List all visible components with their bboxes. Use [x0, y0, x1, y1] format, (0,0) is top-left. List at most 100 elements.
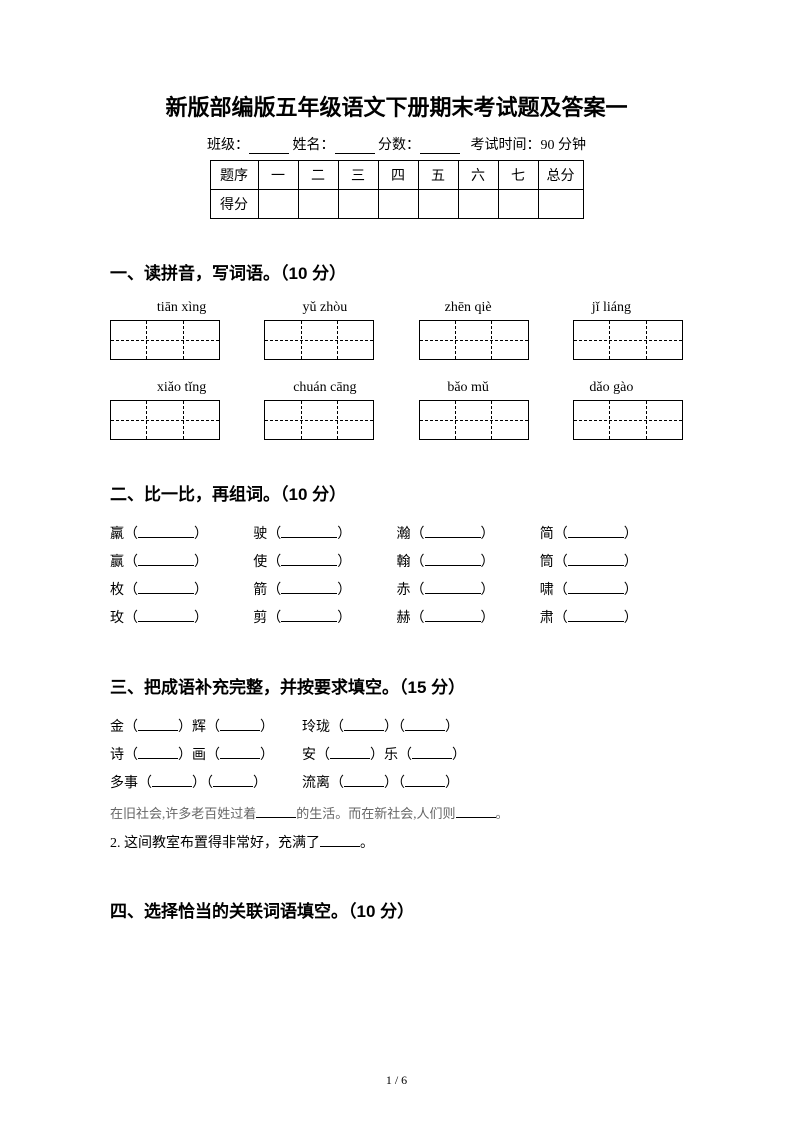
blank[interactable]: [138, 552, 194, 566]
char: 赤: [397, 583, 411, 598]
pinyin-label: dǎo gào: [540, 380, 683, 396]
blank[interactable]: [138, 745, 178, 759]
char: 筒: [540, 555, 554, 570]
section-4-title: 四、选择恰当的关联词语填空。（10 分）: [110, 897, 683, 922]
col-4: 四: [378, 161, 418, 190]
row1-label: 题序: [210, 161, 258, 190]
blank[interactable]: [138, 608, 194, 622]
char: 驶: [253, 527, 267, 542]
char-box[interactable]: [419, 320, 529, 360]
score-cell[interactable]: [298, 190, 338, 219]
char: 箭: [253, 583, 267, 598]
score-cell[interactable]: [378, 190, 418, 219]
blank[interactable]: [281, 524, 337, 538]
blank[interactable]: [344, 773, 384, 787]
pinyin-row-1: tiān xìng yǔ zhòu zhēn qiè jǐ liáng: [110, 300, 683, 316]
score-cell[interactable]: [538, 190, 583, 219]
blank[interactable]: [138, 524, 194, 538]
blank[interactable]: [281, 608, 337, 622]
blank[interactable]: [456, 804, 496, 818]
blank[interactable]: [320, 833, 360, 847]
blank[interactable]: [425, 608, 481, 622]
class-blank[interactable]: [249, 138, 289, 154]
compare-row: 羸（） 驶（） 瀚（） 简（）: [110, 521, 683, 549]
blank[interactable]: [568, 608, 624, 622]
section-2-title: 二、比一比，再组词。（10 分）: [110, 480, 683, 505]
blank[interactable]: [220, 717, 260, 731]
col-7: 七: [498, 161, 538, 190]
name-blank[interactable]: [335, 138, 375, 154]
compare-row: 赢（） 使（） 翰（） 筒（）: [110, 549, 683, 577]
pinyin-label: chuán cāng: [253, 380, 396, 396]
blank[interactable]: [412, 745, 452, 759]
char: 肃: [540, 611, 554, 626]
blank[interactable]: [344, 717, 384, 731]
col-2: 二: [298, 161, 338, 190]
char: 啸: [540, 583, 554, 598]
blank[interactable]: [425, 524, 481, 538]
char-box[interactable]: [573, 320, 683, 360]
section-3-title: 三、把成语补充完整，并按要求填空。（15 分）: [110, 673, 683, 698]
char-box[interactable]: [110, 400, 220, 440]
section-3: 三、把成语补充完整，并按要求填空。（15 分） 金（）辉（） 玲珑（）（） 诗（…: [110, 673, 683, 857]
compare-row: 枚（） 箭（） 赤（） 啸（）: [110, 577, 683, 605]
blank[interactable]: [152, 773, 192, 787]
table-row: 得分: [210, 190, 583, 219]
blank[interactable]: [138, 717, 178, 731]
score-cell[interactable]: [498, 190, 538, 219]
char: 赫: [397, 611, 411, 626]
char: 剪: [253, 611, 267, 626]
blank[interactable]: [213, 773, 253, 787]
blank[interactable]: [138, 580, 194, 594]
blank[interactable]: [281, 552, 337, 566]
pinyin-label: tiān xìng: [110, 300, 253, 316]
col-3: 三: [338, 161, 378, 190]
page-number: 1 / 6: [0, 1073, 793, 1088]
time-label: 考试时间：90 分钟: [471, 138, 587, 153]
section-2: 二、比一比，再组词。（10 分） 羸（） 驶（） 瀚（） 简（） 赢（） 使（）…: [110, 480, 683, 633]
score-blank[interactable]: [420, 138, 460, 154]
blank[interactable]: [281, 580, 337, 594]
char: 使: [253, 555, 267, 570]
boxes-row-2: [110, 400, 683, 440]
pinyin-label: xiǎo tǐng: [110, 380, 253, 396]
section-1-title: 一、读拼音，写词语。（10 分）: [110, 259, 683, 284]
blank[interactable]: [568, 552, 624, 566]
blank[interactable]: [425, 552, 481, 566]
row2-label: 得分: [210, 190, 258, 219]
char: 玫: [110, 611, 124, 626]
score-cell[interactable]: [258, 190, 298, 219]
score-cell[interactable]: [418, 190, 458, 219]
char: 赢: [110, 555, 124, 570]
char-box[interactable]: [110, 320, 220, 360]
blank[interactable]: [330, 745, 370, 759]
char-box[interactable]: [264, 400, 374, 440]
char: 瀚: [397, 527, 411, 542]
idiom-line: 多事（）（） 流离（）（）: [110, 770, 683, 798]
name-label: 姓名：: [293, 138, 335, 153]
idiom-line: 金（）辉（） 玲珑（）（）: [110, 714, 683, 742]
score-cell[interactable]: [458, 190, 498, 219]
header-info: 班级： 姓名： 分数： 考试时间：90 分钟: [110, 134, 683, 154]
pinyin-label: zhēn qiè: [397, 300, 540, 316]
char-box[interactable]: [264, 320, 374, 360]
blank[interactable]: [405, 717, 445, 731]
class-label: 班级：: [207, 138, 249, 153]
pinyin-label: yǔ zhòu: [253, 300, 396, 316]
blank[interactable]: [425, 580, 481, 594]
section-1: 一、读拼音，写词语。（10 分） tiān xìng yǔ zhòu zhēn …: [110, 259, 683, 440]
pinyin-label: jǐ liáng: [540, 300, 683, 316]
score-cell[interactable]: [338, 190, 378, 219]
blank[interactable]: [405, 773, 445, 787]
blank[interactable]: [220, 745, 260, 759]
char-box[interactable]: [419, 400, 529, 440]
char: 翰: [397, 555, 411, 570]
idiom-line: 诗（）画（） 安（）乐（）: [110, 742, 683, 770]
char-box[interactable]: [573, 400, 683, 440]
score-label: 分数：: [378, 138, 420, 153]
sentence-1: 在旧社会,许多老百姓过着的生活。而在新社会,人们则。: [110, 802, 683, 827]
blank[interactable]: [568, 524, 624, 538]
section-4: 四、选择恰当的关联词语填空。（10 分）: [110, 897, 683, 922]
blank[interactable]: [568, 580, 624, 594]
blank[interactable]: [256, 804, 296, 818]
